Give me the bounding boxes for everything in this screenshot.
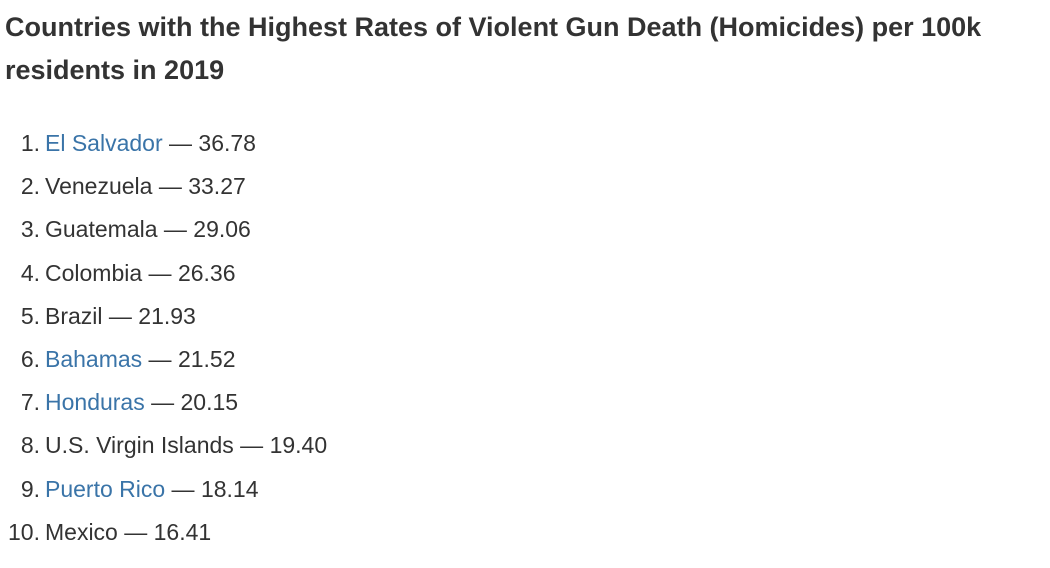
item-number: 5. — [20, 302, 40, 329]
country-link-bahamas[interactable]: Bahamas — [45, 345, 143, 372]
item-number: 2. — [20, 173, 40, 200]
list-item: 10. Mexico — 16.41 — [0, 511, 327, 554]
list-item: 9. Puerto Rico — 18.14 — [0, 468, 327, 511]
item-number: 7. — [20, 389, 40, 416]
list-item: 6. Bahamas — 21.52 — [0, 338, 327, 381]
list-item: 1. El Salvador — 36.78 — [0, 122, 327, 165]
list-item: 8. U.S. Virgin Islands — 19.40 — [0, 424, 327, 467]
separator: — — [142, 259, 178, 286]
rate-value: 36.78 — [198, 130, 256, 156]
item-number: 6. — [20, 345, 40, 372]
country-name-venezuela: Venezuela — [45, 173, 153, 200]
country-link-puerto-rico[interactable]: Puerto Rico — [45, 475, 166, 502]
list-item: 2. Venezuela — 33.27 — [0, 165, 327, 208]
country-name-guatemala: Guatemala — [45, 216, 158, 243]
item-number: 1. — [20, 130, 40, 156]
separator: — — [144, 389, 181, 416]
list-item: 5. Brazil — 21.93 — [0, 295, 327, 338]
separator: — — [142, 345, 178, 372]
separator: — — [117, 518, 154, 545]
separator: — — [162, 130, 199, 156]
rate-value: 29.06 — [193, 216, 251, 243]
separator: — — [102, 302, 139, 329]
list-item: 3. Guatemala — 29.06 — [0, 208, 327, 251]
rate-value: 21.52 — [177, 345, 236, 372]
rate-value: 21.93 — [138, 302, 196, 329]
page-title: Countries with the Highest Rates of Viol… — [5, 12, 982, 85]
country-name-us-virgin-islands: U.S. Virgin Islands — [45, 432, 234, 459]
country-link-el-salvador[interactable]: El Salvador — [45, 130, 163, 156]
rate-value: 33.27 — [188, 173, 246, 200]
country-name-mexico: Mexico — [45, 518, 118, 545]
separator: — — [165, 475, 201, 502]
separator: — — [157, 216, 194, 243]
item-number: 8. — [20, 432, 40, 459]
item-number: 3. — [20, 216, 40, 243]
ranking-list: 1. El Salvador — 36.78 2. Venezuela — 33.2… — [0, 122, 327, 554]
separator: — — [233, 432, 270, 459]
rate-value: 16.41 — [153, 518, 212, 545]
item-number: 4. — [20, 259, 40, 286]
rate-value: 18.14 — [200, 475, 259, 502]
item-number: 10. — [8, 518, 40, 545]
rate-value: 20.15 — [180, 389, 239, 416]
rate-value: 26.36 — [177, 259, 236, 286]
separator: — — [152, 173, 189, 200]
list-item: 7. Honduras — 20.15 — [0, 381, 327, 424]
country-link-honduras[interactable]: Honduras — [45, 389, 145, 416]
list-item: 4. Colombia — 26.36 — [0, 252, 327, 295]
country-name-brazil: Brazil — [45, 302, 103, 329]
country-name-colombia: Colombia — [45, 259, 143, 286]
item-number: 9. — [20, 475, 40, 502]
rate-value: 19.40 — [269, 432, 328, 459]
